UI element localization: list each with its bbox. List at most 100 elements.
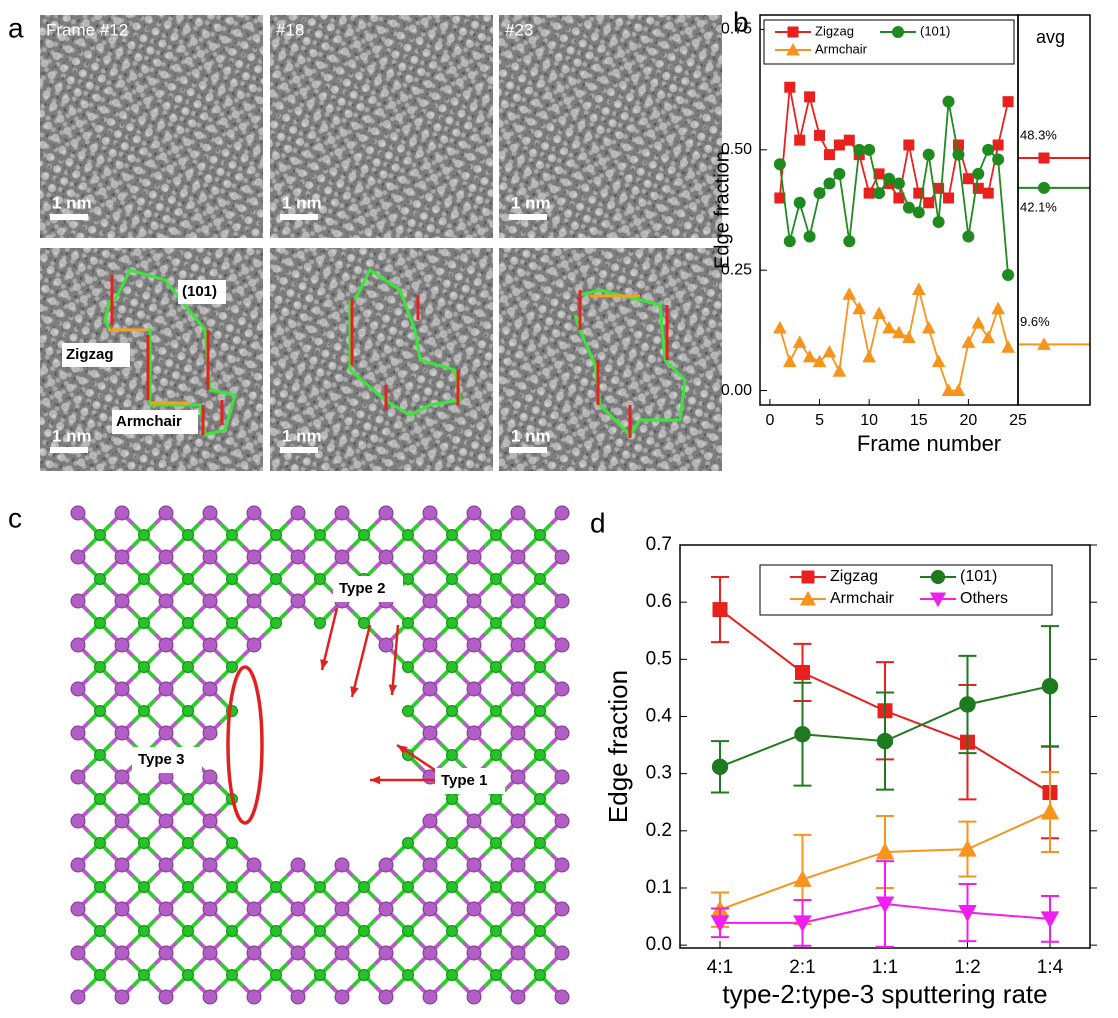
atom-green: [402, 925, 414, 937]
y-tick-label: 0.6: [646, 591, 672, 612]
marker: [795, 664, 810, 680]
marker: [863, 143, 876, 156]
atom-purple: [202, 813, 218, 829]
atom-green: [226, 617, 238, 629]
avg-title: avg: [1036, 27, 1065, 47]
frame-label: #18: [276, 20, 304, 39]
atom-purple: [334, 945, 350, 961]
atom-green: [138, 705, 150, 717]
marker: [923, 197, 935, 209]
marker: [1041, 677, 1059, 695]
atom-purple: [246, 593, 262, 609]
legend-label: Armchair: [830, 590, 895, 607]
marker: [875, 896, 895, 914]
atom-green: [446, 661, 458, 673]
atom-purple: [290, 505, 306, 521]
marker: [784, 81, 796, 93]
atom-green: [226, 573, 238, 585]
atom-purple: [246, 857, 262, 873]
x-axis-label: type-2:type-3 sputtering rate: [722, 979, 1047, 1009]
marker: [853, 143, 866, 156]
atom-purple: [202, 769, 218, 785]
atom-green: [446, 881, 458, 893]
atom-purple: [202, 637, 218, 653]
atom-green: [314, 925, 326, 937]
marker: [962, 230, 975, 243]
marker: [930, 569, 946, 585]
atom-purple: [114, 505, 130, 521]
marker: [931, 354, 946, 368]
y-tick-label: 0.50: [721, 141, 752, 158]
marker: [911, 282, 926, 295]
frame-label: Frame #12: [46, 20, 128, 39]
atom-green: [358, 969, 370, 981]
type-tag-box: [132, 747, 202, 773]
marker: [872, 306, 886, 320]
atom-green: [138, 661, 150, 673]
atom-green: [490, 837, 502, 849]
atom-green: [402, 617, 414, 629]
atom-purple: [202, 505, 218, 521]
atom-purple: [158, 857, 174, 873]
marker: [992, 139, 1004, 151]
plot-frame: [679, 544, 1091, 949]
atom-purple: [246, 945, 262, 961]
marker: [812, 354, 827, 368]
atom-purple: [510, 857, 526, 873]
atom-purple: [290, 901, 306, 917]
atom-purple: [378, 945, 394, 961]
atom-purple: [422, 637, 438, 653]
panel-b: b 0 5 10 15 20 25 0.00 0.25 0.50 0.75 Frame number…: [711, 6, 1091, 456]
atom-green: [314, 881, 326, 893]
marker: [972, 167, 985, 180]
atom-purple: [378, 857, 394, 873]
atom-purple: [70, 989, 86, 1005]
atom-purple: [510, 901, 526, 917]
atom-purple: [422, 681, 438, 697]
atom-green: [94, 925, 106, 937]
y-tick-label: 0.5: [646, 648, 672, 669]
atom-purple: [246, 901, 262, 917]
edge-tag-box: [178, 280, 226, 304]
marker: [971, 316, 986, 329]
marker: [711, 758, 729, 775]
marker: [1002, 96, 1014, 108]
atom-green: [94, 749, 106, 761]
atom-purple: [378, 505, 394, 521]
atom-purple: [334, 857, 350, 873]
atom-green: [94, 573, 106, 585]
atom-green: [534, 837, 546, 849]
atom-purple: [466, 945, 482, 961]
marker: [833, 139, 845, 151]
atom-green: [490, 617, 502, 629]
atom-green: [402, 529, 414, 541]
atom-purple: [378, 989, 394, 1005]
atom-green: [402, 661, 414, 673]
x-axis-label: Frame number: [857, 431, 1001, 456]
type-tag-box: [333, 576, 403, 602]
marker: [833, 167, 846, 180]
marker: [913, 187, 925, 199]
atom-purple: [202, 901, 218, 917]
marker: [842, 287, 857, 300]
atom-purple: [422, 549, 438, 565]
tem-texture: [499, 248, 722, 471]
atom-purple: [466, 549, 482, 565]
atom-purple: [510, 505, 526, 521]
marker: [929, 592, 947, 608]
atom-purple: [158, 593, 174, 609]
atom-purple: [246, 637, 262, 653]
arrow-head: [320, 659, 329, 670]
atom-purple: [114, 593, 130, 609]
panel-label: b: [733, 6, 749, 37]
atom-green: [402, 705, 414, 717]
marker: [862, 349, 876, 363]
y-tick-label: 0.0: [646, 934, 672, 955]
atom-purple: [70, 725, 86, 741]
atom-green: [94, 705, 106, 717]
atom-purple: [290, 989, 306, 1005]
scale-bar: [280, 447, 318, 453]
atom-purple: [70, 681, 86, 697]
legend-box: [763, 19, 1015, 65]
